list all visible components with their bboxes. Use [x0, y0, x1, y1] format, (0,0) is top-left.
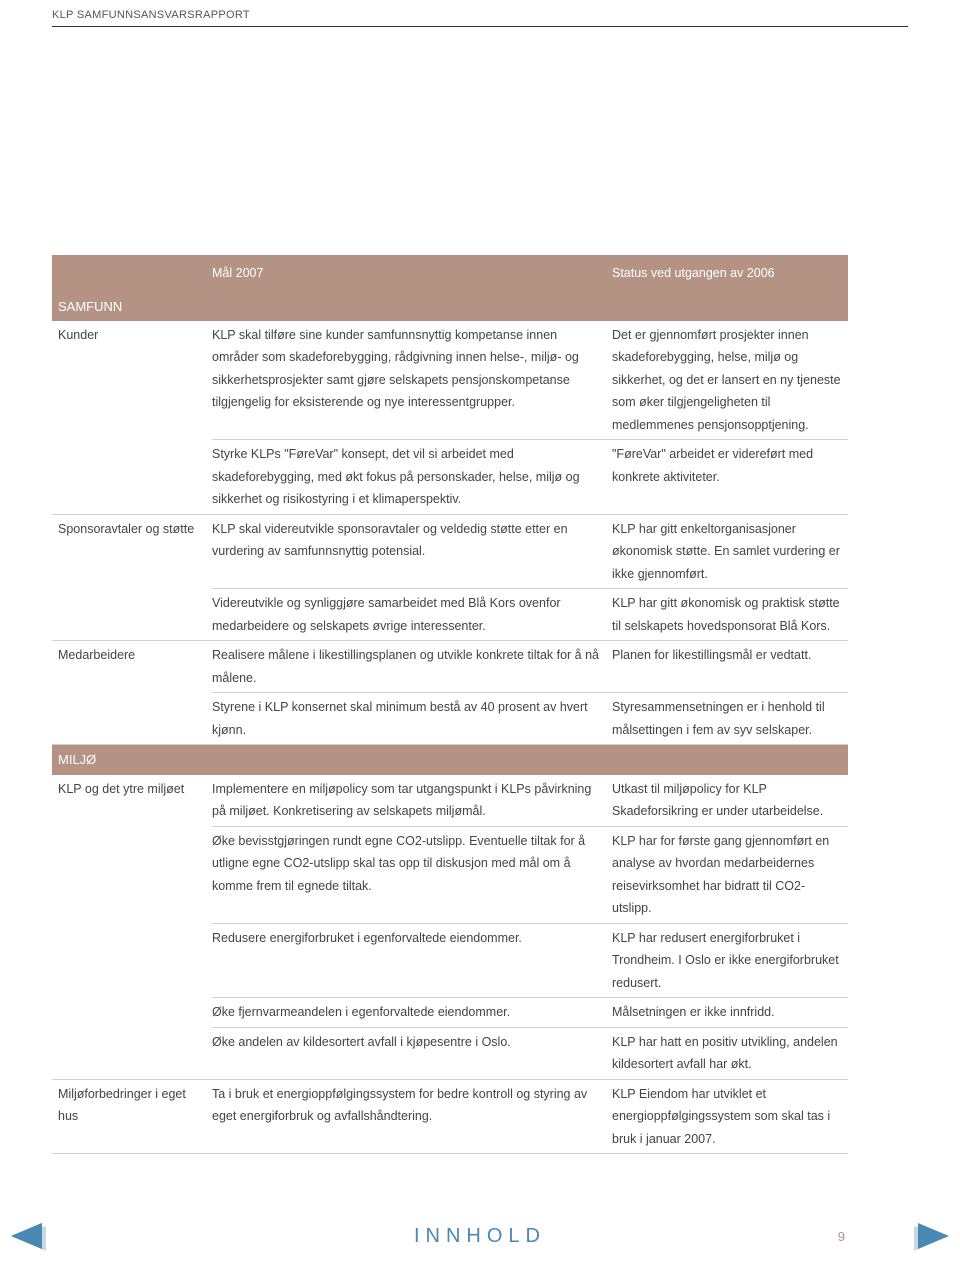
table-row: Styrene i KLP konsernet skal minimum bes… [52, 693, 848, 745]
maal-cell: Øke fjernvarmeandelen i egenforvaltede e… [212, 998, 612, 1027]
status-cell: Styresammensetningen er i henhold til må… [612, 693, 848, 744]
row-label [52, 998, 212, 1027]
status-cell: KLP Eiendom har utviklet et energioppføl… [612, 1080, 848, 1154]
status-cell: "FøreVar" arbeidet er videreført med kon… [612, 440, 848, 514]
page-number: 9 [838, 1229, 845, 1244]
row-label [52, 827, 212, 923]
page-header: KLP SAMFUNNSANSVARSRAPPORT [52, 5, 908, 27]
status-cell: Planen for likestillingsmål er vedtatt. [612, 641, 848, 692]
table-row: Øke fjernvarmeandelen i egenforvaltede e… [52, 998, 848, 1027]
innhold-link[interactable]: INNHOLD [414, 1225, 546, 1248]
page-footer: INNHOLD 9 [0, 1221, 960, 1251]
status-cell: KLP har gitt enkeltorganisasjoner økonom… [612, 515, 848, 589]
col-header-status: Status ved utgangen av 2006 [612, 262, 848, 285]
row-label: KLP og det ytre miljøet [52, 775, 212, 826]
row-label: Miljøforbedringer i eget hus [52, 1080, 212, 1154]
table-row: MedarbeidereRealisere målene i likestill… [52, 641, 848, 692]
maal-cell: Styrke KLPs "FøreVar" konsept, det vil s… [212, 440, 612, 514]
section-header: MILJØ [52, 745, 848, 774]
table-row: Sponsoravtaler og støtteKLP skal videreu… [52, 515, 848, 589]
row-label: Medarbeidere [52, 641, 212, 692]
status-cell: KLP har for første gang gjennomført en a… [612, 827, 848, 923]
goals-status-table: Mål 2007 Status ved utgangen av 2006 SAM… [52, 255, 848, 1154]
table-row: Øke bevisstgjøringen rundt egne CO2-utsl… [52, 827, 848, 923]
maal-cell: Implementere en miljøpolicy som tar utga… [212, 775, 612, 826]
report-title: KLP SAMFUNNSANSVARSRAPPORT [52, 9, 250, 21]
row-label [52, 589, 212, 640]
table-row: Styrke KLPs "FøreVar" konsept, det vil s… [52, 440, 848, 515]
table-row: Miljøforbedringer i eget husTa i bruk et… [52, 1080, 848, 1155]
row-label [52, 693, 212, 744]
section-header: SAMFUNN [52, 292, 848, 321]
table-row: Øke andelen av kildesortert avfall i kjø… [52, 1028, 848, 1080]
row-label [52, 1028, 212, 1079]
row-label [52, 440, 212, 514]
col-header-empty [52, 262, 212, 285]
prev-page-arrow[interactable] [8, 1221, 46, 1251]
maal-cell: Ta i bruk et energioppfølgingssystem for… [212, 1080, 612, 1154]
status-cell: KLP har redusert energiforbruket i Trond… [612, 924, 848, 998]
status-cell: KLP har hatt en positiv utvikling, andel… [612, 1028, 848, 1079]
table-row: Videreutvikle og synliggjøre samarbeidet… [52, 589, 848, 641]
next-page-arrow[interactable] [914, 1221, 952, 1251]
col-header-maal: Mål 2007 [212, 262, 612, 285]
maal-cell: Videreutvikle og synliggjøre samarbeidet… [212, 589, 612, 640]
maal-cell: Realisere målene i likestillingsplanen o… [212, 641, 612, 692]
table-row: KLP og det ytre miljøetImplementere en m… [52, 775, 848, 826]
status-cell: Målsetningen er ikke innfridd. [612, 998, 848, 1027]
maal-cell: KLP skal videreutvikle sponsoravtaler og… [212, 515, 612, 589]
table-row: KunderKLP skal tilføre sine kunder samfu… [52, 321, 848, 440]
row-label: Kunder [52, 321, 212, 440]
status-cell: Utkast til miljøpolicy for KLP Skadefors… [612, 775, 848, 826]
row-label [52, 924, 212, 998]
status-cell: KLP har gitt økonomisk og praktisk støtt… [612, 589, 848, 640]
maal-cell: Redusere energiforbruket i egenforvalted… [212, 924, 612, 998]
maal-cell: KLP skal tilføre sine kunder samfunnsnyt… [212, 321, 612, 440]
maal-cell: Øke bevisstgjøringen rundt egne CO2-utsl… [212, 827, 612, 923]
maal-cell: Øke andelen av kildesortert avfall i kjø… [212, 1028, 612, 1079]
maal-cell: Styrene i KLP konsernet skal minimum bes… [212, 693, 612, 744]
table-row: Redusere energiforbruket i egenforvalted… [52, 924, 848, 998]
table-header-row: Mål 2007 Status ved utgangen av 2006 [52, 255, 848, 292]
status-cell: Det er gjennomført prosjekter innen skad… [612, 321, 848, 440]
row-label: Sponsoravtaler og støtte [52, 515, 212, 589]
